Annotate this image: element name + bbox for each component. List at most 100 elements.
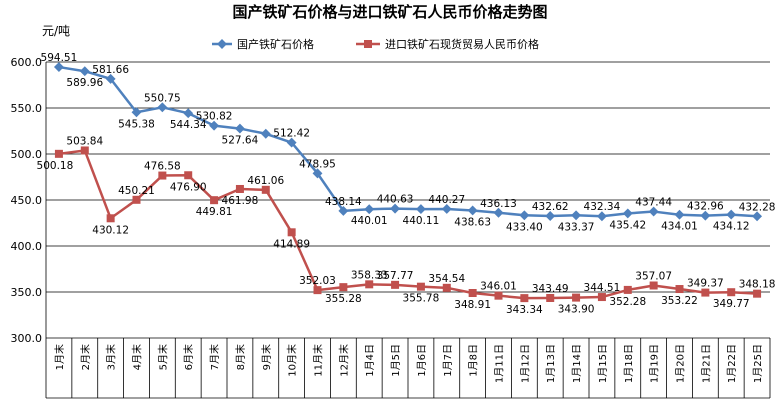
data-label: 432.28 bbox=[739, 201, 776, 213]
data-point bbox=[727, 288, 736, 297]
data-point bbox=[210, 196, 219, 205]
data-point bbox=[287, 228, 296, 237]
data-point bbox=[339, 283, 348, 292]
data-point bbox=[493, 207, 504, 218]
x-tick-label: 1月19日 bbox=[649, 344, 661, 383]
data-label: 476.58 bbox=[144, 161, 181, 173]
y-tick-label: 300.0 bbox=[11, 332, 43, 345]
data-label: 437.44 bbox=[635, 197, 672, 209]
y-tick-label: 500.0 bbox=[11, 148, 43, 161]
x-tick-label: 11月末 bbox=[312, 344, 325, 377]
data-label: 527.64 bbox=[222, 135, 259, 147]
data-label: 432.96 bbox=[687, 201, 724, 213]
data-point bbox=[752, 211, 763, 222]
data-point bbox=[726, 209, 737, 220]
y-axis-unit: 元/吨 bbox=[42, 24, 70, 38]
data-point bbox=[105, 73, 116, 84]
data-label: 414.89 bbox=[273, 238, 310, 250]
data-label: 346.01 bbox=[480, 281, 517, 293]
y-tick-label: 350.0 bbox=[11, 286, 43, 299]
data-point bbox=[312, 168, 323, 179]
data-label: 352.03 bbox=[299, 275, 336, 287]
data-label: 440.01 bbox=[351, 215, 388, 227]
legend-label-domestic: 国产铁矿石价格 bbox=[237, 37, 314, 51]
x-tick-label: 1月4日 bbox=[364, 344, 376, 377]
data-point bbox=[183, 108, 194, 119]
gridlines bbox=[46, 61, 770, 339]
x-tick-label: 1月21日 bbox=[700, 344, 712, 383]
data-point bbox=[338, 205, 349, 216]
data-point bbox=[596, 211, 607, 222]
x-tick-label: 1月末 bbox=[53, 344, 66, 370]
data-point bbox=[260, 128, 271, 139]
data-point bbox=[571, 210, 582, 221]
x-tick-label: 12月末 bbox=[337, 344, 350, 377]
data-label: 348.18 bbox=[739, 279, 776, 291]
x-tick-label: 3月末 bbox=[105, 344, 118, 370]
data-point bbox=[597, 293, 606, 302]
y-tick-label: 600.0 bbox=[11, 56, 43, 69]
x-tick-label: 5月末 bbox=[156, 344, 169, 370]
data-label: 435.42 bbox=[609, 219, 646, 231]
series bbox=[53, 62, 763, 303]
data-label: 512.42 bbox=[273, 128, 310, 140]
data-label: 430.12 bbox=[92, 224, 129, 236]
data-point bbox=[106, 214, 115, 223]
data-label: 581.66 bbox=[92, 64, 129, 76]
data-label: 461.98 bbox=[222, 195, 259, 207]
data-label: 434.12 bbox=[713, 221, 750, 233]
data-label: 530.82 bbox=[196, 111, 233, 123]
data-label: 343.49 bbox=[532, 283, 569, 295]
x-tick-label: 6月末 bbox=[182, 344, 195, 370]
data-point bbox=[520, 294, 529, 303]
legend-marker-domestic bbox=[217, 39, 227, 49]
x-tick-label: 1月12日 bbox=[519, 344, 531, 383]
data-point bbox=[415, 204, 426, 215]
chart-title: 国产铁矿石价格与进口铁矿石人民币价格走势图 bbox=[232, 3, 547, 21]
data-point bbox=[313, 286, 322, 295]
data-point bbox=[234, 123, 245, 134]
x-tick-label: 1月14日 bbox=[571, 344, 583, 383]
x-tick-label: 1月5日 bbox=[390, 344, 402, 377]
x-tick-label: 2月末 bbox=[79, 344, 92, 370]
data-label: 440.11 bbox=[403, 215, 440, 227]
x-tick-label: 1月25日 bbox=[752, 344, 764, 383]
data-point bbox=[53, 62, 64, 73]
data-point bbox=[416, 282, 425, 291]
data-label: 343.34 bbox=[506, 304, 543, 316]
x-tick-label: 1月11日 bbox=[494, 344, 506, 383]
x-tick-label: 4月末 bbox=[131, 344, 144, 370]
data-label: 348.91 bbox=[454, 299, 491, 311]
y-tick-label: 450.0 bbox=[11, 194, 43, 207]
data-label: 357.77 bbox=[377, 270, 414, 282]
x-tick-label: 1月8日 bbox=[468, 344, 480, 377]
data-label: 432.34 bbox=[584, 201, 621, 213]
data-point bbox=[468, 289, 477, 298]
x-tick-label: 10月末 bbox=[286, 344, 299, 377]
data-point bbox=[519, 210, 530, 221]
data-point bbox=[467, 205, 478, 216]
data-label: 357.07 bbox=[635, 270, 672, 282]
data-label: 440.63 bbox=[377, 194, 414, 206]
data-point bbox=[80, 146, 89, 155]
data-label: 544.34 bbox=[170, 119, 207, 131]
data-label: 432.62 bbox=[532, 201, 569, 213]
data-label: 438.63 bbox=[454, 216, 491, 228]
data-label: 358.33 bbox=[351, 269, 388, 281]
x-tick-label: 1月18日 bbox=[623, 344, 635, 383]
data-point bbox=[157, 102, 168, 113]
data-label: 449.81 bbox=[196, 206, 233, 218]
x-tick-label: 9月末 bbox=[260, 344, 273, 370]
x-tick-label: 1月13日 bbox=[545, 344, 557, 383]
data-label: 438.14 bbox=[325, 196, 362, 208]
data-label: 500.18 bbox=[37, 160, 74, 172]
data-label: 355.78 bbox=[403, 293, 440, 305]
data-label: 550.75 bbox=[144, 92, 181, 104]
data-point bbox=[365, 280, 374, 289]
data-label: 355.28 bbox=[325, 293, 362, 305]
axes: 300.0 350.0 400.0 450.0 500.0 550.0 600.0 1月末 2月… bbox=[11, 56, 771, 399]
data-label: 352.28 bbox=[609, 296, 646, 308]
data-point bbox=[158, 171, 167, 180]
data-label: 476.90 bbox=[170, 181, 207, 193]
x-tick-label: 7月末 bbox=[208, 344, 221, 370]
